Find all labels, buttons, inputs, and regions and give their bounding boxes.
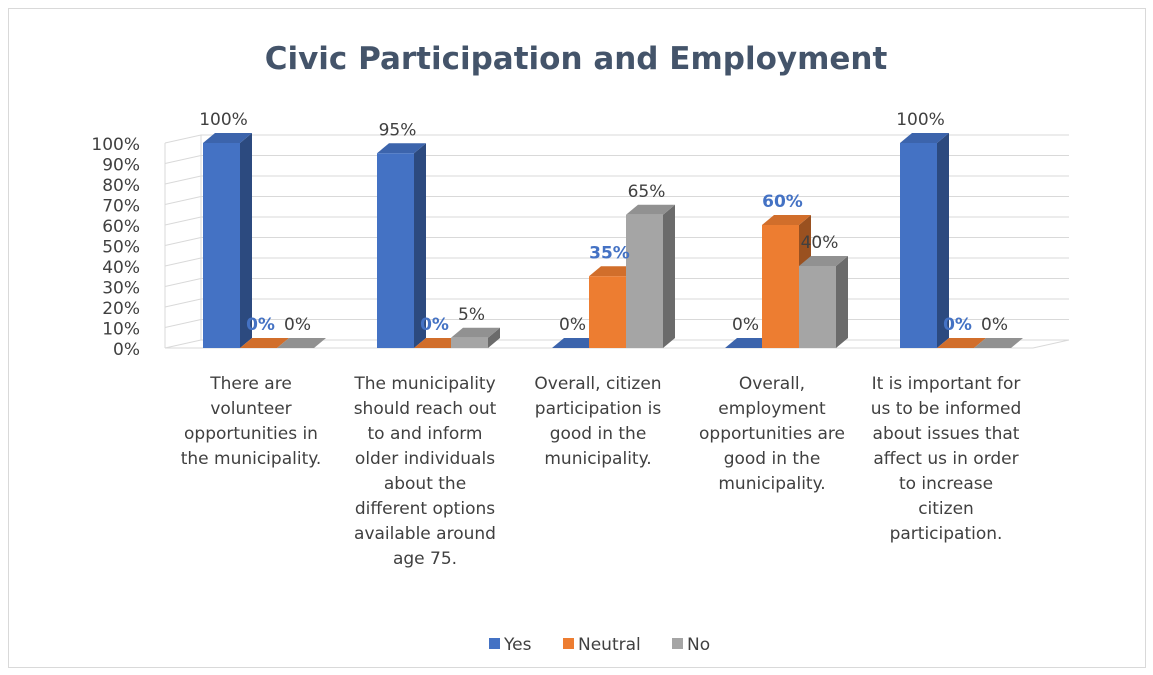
bar-yes-1 bbox=[203, 133, 252, 348]
bar-yes-2 bbox=[377, 143, 426, 348]
category-label-2: The municipality should reach out to and i… bbox=[353, 374, 496, 569]
data-label-no-5: 0% bbox=[981, 315, 1008, 335]
bar-yes-4 bbox=[725, 338, 774, 348]
bar-neutral-2 bbox=[414, 338, 463, 348]
y-tick-label: 70% bbox=[102, 197, 140, 217]
bar-no-1 bbox=[277, 338, 326, 348]
data-label-neutral-3: 35% bbox=[589, 243, 630, 263]
data-label-neutral-4: 60% bbox=[762, 192, 803, 212]
bar-neutral-5 bbox=[937, 338, 986, 348]
data-label-yes-4: 0% bbox=[732, 315, 759, 335]
y-tick-label: 90% bbox=[102, 156, 140, 176]
category-label-5: It is important for us to be informed abou… bbox=[871, 374, 1022, 544]
data-label-no-3: 65% bbox=[628, 182, 666, 202]
gridline-side bbox=[164, 278, 202, 287]
bar-neutral-4 bbox=[762, 215, 811, 348]
data-label-neutral-5: 0% bbox=[943, 315, 972, 335]
bar-no-5 bbox=[974, 338, 1023, 348]
bar-no-2 bbox=[451, 327, 500, 348]
data-label-yes-5: 100% bbox=[896, 110, 945, 130]
data-label-yes-2: 95% bbox=[379, 120, 417, 140]
y-tick-label: 80% bbox=[102, 176, 140, 196]
category-labels: There are volunteer opportunities in the mu… bbox=[181, 374, 1022, 569]
legend-swatch bbox=[672, 638, 683, 649]
legend-swatch bbox=[563, 638, 574, 649]
category-label-1: There are volunteer opportunities in the mu… bbox=[181, 374, 322, 469]
y-tick-label: 0% bbox=[113, 340, 140, 360]
gridline-side bbox=[164, 298, 202, 308]
legend-swatch bbox=[489, 638, 500, 649]
legend-label: Yes bbox=[503, 635, 532, 655]
gridline-side bbox=[164, 155, 202, 164]
data-label-neutral-2: 0% bbox=[420, 315, 449, 335]
legend: Yes Neutral No bbox=[489, 635, 710, 655]
gridline-side bbox=[164, 257, 202, 267]
bar-yes-5 bbox=[900, 133, 949, 348]
category-label-4: Overall, employment opportunities are good … bbox=[699, 374, 845, 494]
data-label-no-4: 40% bbox=[801, 233, 839, 253]
y-tick-label: 40% bbox=[102, 258, 140, 278]
floor-right-edge bbox=[1032, 339, 1070, 349]
legend-item-neutral: Neutral bbox=[563, 635, 641, 655]
gridline-side bbox=[164, 319, 202, 328]
data-labels: 100% 0% 0% 95% 0% 5% 0% 35% 65% 0% 60% 40% 100% 0% 0% bbox=[199, 110, 1008, 335]
gridline-side bbox=[164, 134, 202, 144]
y-tick-label: 60% bbox=[102, 217, 140, 237]
legend-item-no: No bbox=[672, 635, 710, 655]
chart-title: Civic Participation and Employment bbox=[265, 41, 888, 77]
gridline-side bbox=[164, 216, 202, 226]
data-label-neutral-1: 0% bbox=[246, 315, 275, 335]
chart-frame bbox=[8, 8, 1146, 668]
bar-no-3 bbox=[626, 204, 675, 348]
data-label-no-1: 0% bbox=[284, 315, 311, 335]
bars bbox=[203, 133, 1023, 348]
gridline-side bbox=[164, 196, 202, 205]
data-label-yes-3: 0% bbox=[559, 315, 586, 335]
legend-item-yes: Yes bbox=[489, 635, 532, 655]
legend-label: Neutral bbox=[578, 635, 641, 655]
gridline-side bbox=[164, 175, 202, 185]
y-tick-label: 30% bbox=[102, 279, 140, 299]
y-tick-label: 10% bbox=[102, 320, 140, 340]
gridline-side bbox=[164, 339, 202, 349]
y-axis: 0%10%20%30%40%50%60%70%80%90%100% bbox=[91, 135, 140, 360]
category-label-3: Overall, citizen participation is good in … bbox=[534, 374, 661, 469]
bar-neutral-1 bbox=[240, 338, 289, 348]
gridline-side bbox=[164, 237, 202, 246]
y-tick-label: 50% bbox=[102, 238, 140, 258]
y-tick-label: 20% bbox=[102, 299, 140, 319]
data-label-no-2: 5% bbox=[458, 305, 485, 325]
bar-no-4 bbox=[799, 256, 848, 348]
bar-yes-3 bbox=[552, 338, 601, 348]
data-label-yes-1: 100% bbox=[199, 110, 248, 130]
legend-label: No bbox=[687, 635, 710, 655]
y-tick-label: 100% bbox=[91, 135, 140, 155]
